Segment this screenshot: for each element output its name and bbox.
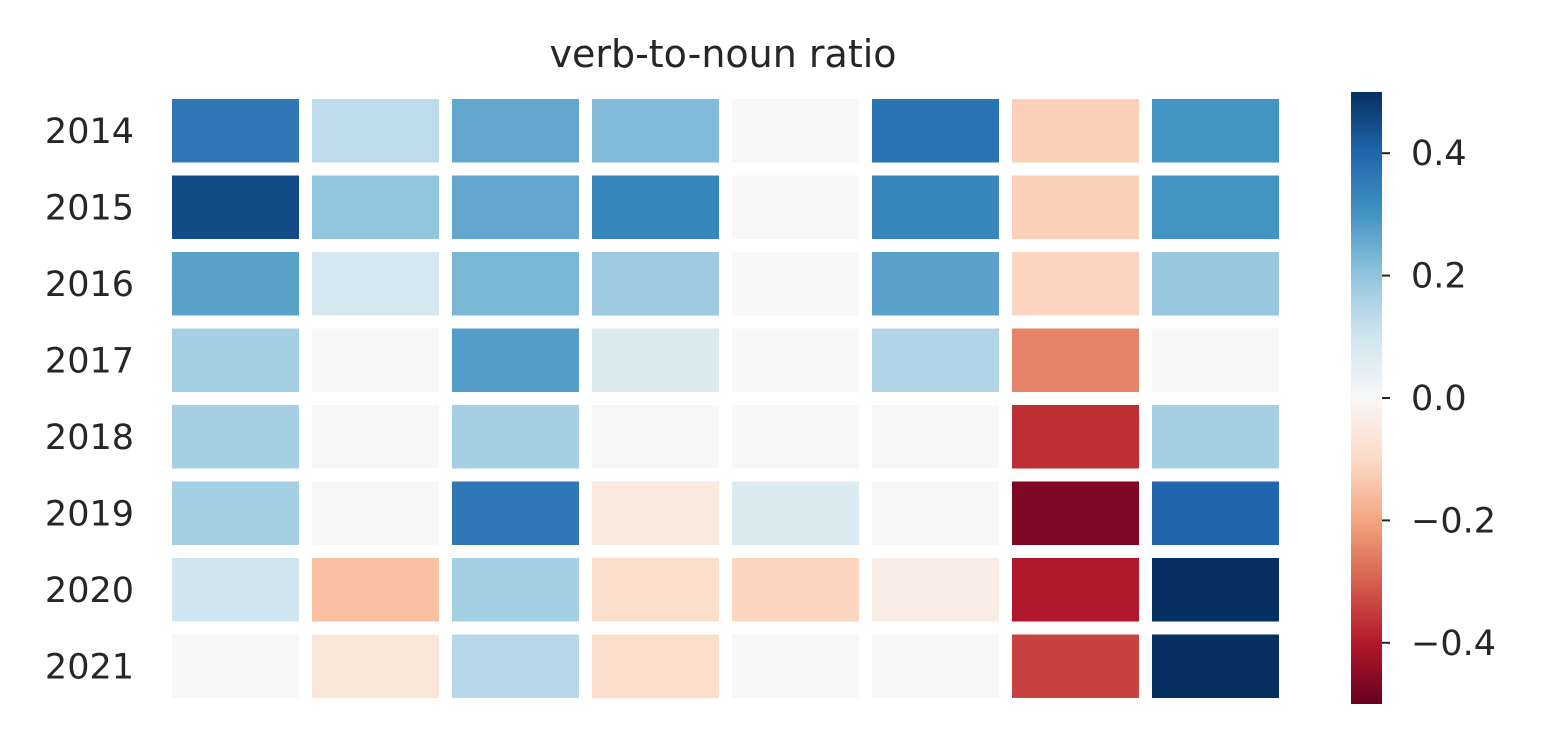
heatmap-cell [1152,99,1279,163]
row-tick-label: 2020 [45,571,134,611]
heatmap-cell [732,634,859,698]
heatmap-cell [312,481,439,545]
heatmap-cell [172,634,299,698]
heatmap-cell [172,481,299,545]
heatmap-cell [1012,252,1139,316]
row-tick-label: 2021 [45,647,134,687]
heatmap-cell [312,252,439,316]
heatmap-cell [872,252,999,316]
heatmap-cell [312,405,439,469]
row-tick-label: 2018 [45,418,134,458]
heatmap-cell [872,558,999,622]
row-labels: 2014 2015 2016 2017 2018 2019 2020 2021 [45,112,134,688]
heatmap-cell [592,634,719,698]
heatmap-cell [312,634,439,698]
row-tick-label: 2016 [45,265,134,305]
heatmap-cell [732,405,859,469]
row-tick-label: 2019 [45,494,134,534]
heatmap-cell [872,405,999,469]
heatmap-cell [732,99,859,163]
heatmap-cell [452,252,579,316]
colorbar-tick-label: 0.4 [1411,134,1467,174]
heatmap-cell [452,99,579,163]
heatmap-cell [1012,405,1139,469]
heatmap-cell [1012,328,1139,392]
heatmap-cell [1012,481,1139,545]
row-tick-label: 2014 [45,112,134,152]
heatmap-cell [872,328,999,392]
heatmap-cell [312,99,439,163]
colorbar-tick-label: 0.2 [1411,257,1467,297]
heatmap-cell [1152,481,1279,545]
colorbar-tick-label: −0.4 [1411,624,1496,664]
heatmap-cell [592,175,719,239]
heatmap-cell [1152,634,1279,698]
heatmap-cell [1012,99,1139,163]
heatmap-cell [172,99,299,163]
heatmap-cell [1012,175,1139,239]
heatmap-cell [172,558,299,622]
heatmap-cell [312,175,439,239]
heatmap-cell [312,558,439,622]
heatmap-cell [732,558,859,622]
heatmap-cell [592,558,719,622]
heatmap-cell [872,481,999,545]
colorbar-tick-label: 0.0 [1411,379,1467,419]
heatmap-cell [312,328,439,392]
colorbar-tick-label: −0.2 [1411,501,1496,541]
heatmap-cell [1152,252,1279,316]
heatmap-cell [452,405,579,469]
heatmap-cell [872,99,999,163]
heatmap-cell [592,405,719,469]
heatmap-cell [452,558,579,622]
heatmap-cell [452,175,579,239]
heatmap-cell [1152,558,1279,622]
heatmap-cells [172,99,1279,698]
heatmap-cell [592,481,719,545]
heatmap-cell [732,328,859,392]
heatmap-cell [732,175,859,239]
heatmap-cell [732,252,859,316]
colorbar: −0.4 −0.2 0.0 0.2 0.4 [1351,92,1496,704]
heatmap-cell [452,481,579,545]
heatmap-cell [1152,175,1279,239]
heatmap-cell [732,481,859,545]
colorbar-bar [1351,92,1382,704]
heatmap-cell [172,405,299,469]
heatmap-cell [1012,558,1139,622]
heatmap-cell [172,175,299,239]
heatmap-cell [872,634,999,698]
heatmap-cell [1152,405,1279,469]
heatmap-cell [1012,634,1139,698]
heatmap-cell [592,328,719,392]
heatmap-cell [452,634,579,698]
row-tick-label: 2015 [45,188,134,228]
heatmap-cell [172,252,299,316]
heatmap-cell [172,328,299,392]
heatmap-cell [872,175,999,239]
heatmap-cell [452,328,579,392]
chart-title: verb-to-noun ratio [549,32,896,76]
heatmap-cell [1152,328,1279,392]
row-tick-label: 2017 [45,341,134,381]
heatmap-cell [592,252,719,316]
heatmap-cell [592,99,719,163]
